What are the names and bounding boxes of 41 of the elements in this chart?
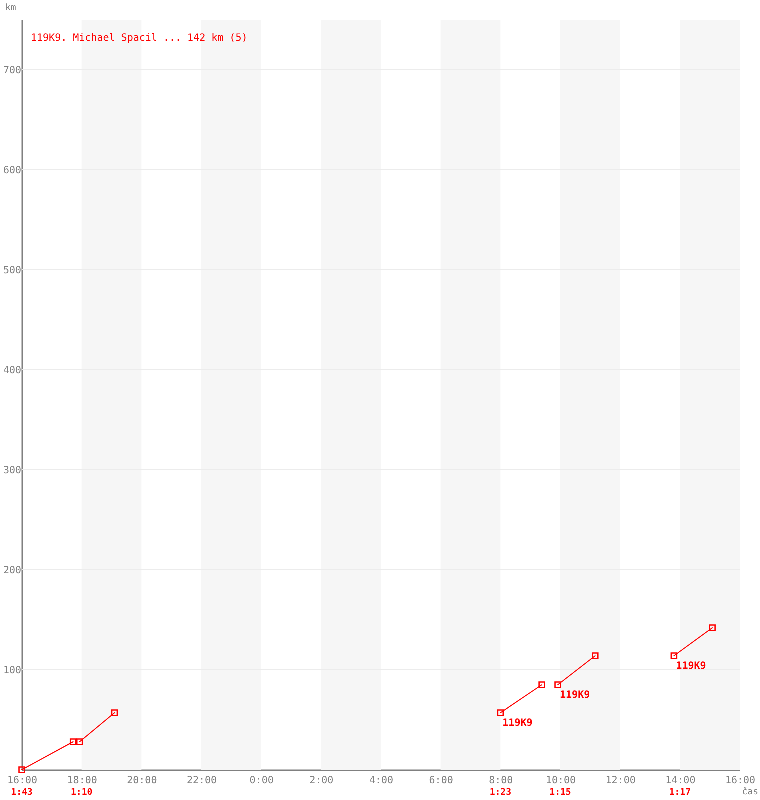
x-tick-label: 0:00 (250, 776, 274, 786)
annotation: 119K9 (502, 718, 533, 729)
y-axis-title: km (6, 4, 16, 14)
x-tick-label: 6:00 (429, 776, 454, 786)
x-tick-label: 14:00 (666, 776, 696, 786)
x-axis-title: čas (742, 786, 758, 798)
x-tick-label: 8:00 (489, 776, 514, 786)
x-tick-label: 12:00 (606, 776, 636, 786)
point (18, 766, 26, 774)
x-tick-label: 16:00 (7, 776, 38, 786)
point (538, 682, 546, 688)
text: 1:10 (70, 788, 93, 798)
x-tick-label: 16:00 (725, 776, 756, 786)
y-tick-label: 200 (3, 566, 22, 576)
y-tick-label: 700 (3, 66, 22, 76)
text: 1:43 (11, 788, 33, 798)
point (554, 682, 562, 688)
point (111, 710, 118, 716)
point (670, 652, 678, 660)
annotation: 119K9 (560, 690, 590, 701)
x-tick-label: 4:00 (369, 776, 394, 786)
point (709, 624, 716, 632)
text: 1:23 (490, 788, 512, 798)
point (70, 738, 77, 746)
text: 119K9. Michael Spacil ... 142 km (5) (31, 33, 248, 44)
y-tick-label: 500 (3, 266, 22, 276)
y-tick-label: 600 (3, 166, 22, 176)
text: 1:17 (669, 788, 692, 798)
y-tick-label: 300 (3, 466, 22, 476)
x-tick-label: 2:00 (310, 776, 334, 786)
y-tick-label: 400 (3, 366, 22, 376)
x-tick-label: 18:00 (67, 776, 98, 786)
annotation: 119K9 (676, 661, 706, 672)
point (497, 710, 504, 716)
y-tick-label: 100 (3, 666, 22, 676)
text: 1:15 (550, 788, 572, 798)
x-tick-label: 10:00 (546, 776, 576, 786)
x-tick-label: 22:00 (186, 776, 218, 786)
x-tick-label: 20:00 (127, 776, 158, 786)
point (76, 738, 84, 746)
point (592, 652, 599, 660)
